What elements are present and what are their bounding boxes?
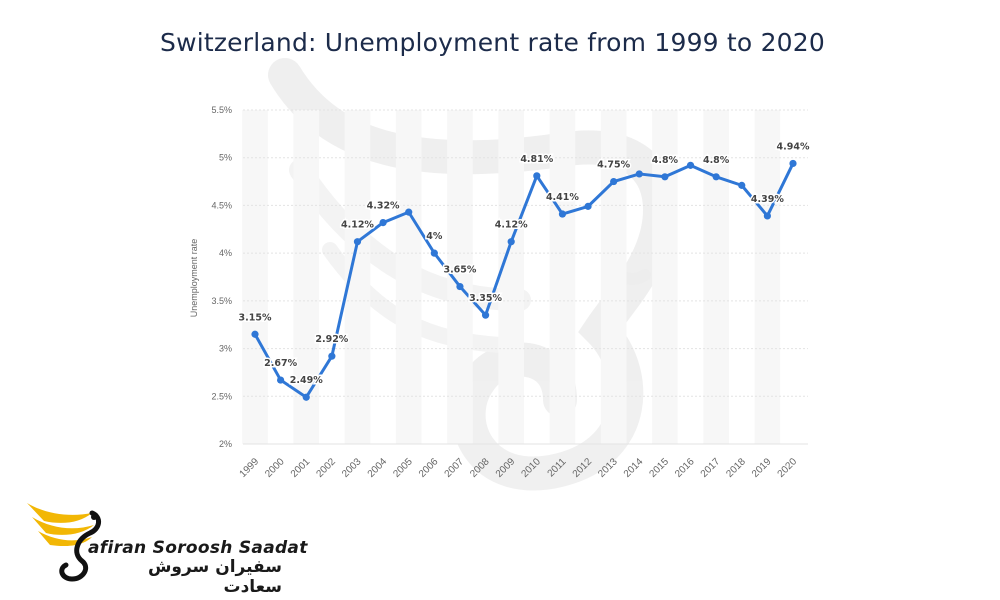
data-label: 4.8%: [652, 155, 679, 166]
x-tick-label: 2020: [776, 456, 800, 480]
chart-title: Switzerland: Unemployment rate from 1999…: [160, 28, 825, 57]
x-tick-label: 2016: [673, 456, 697, 480]
y-tick-label: 4%: [219, 248, 232, 258]
grid-band: [549, 110, 576, 444]
y-tick-label: 3%: [219, 344, 232, 354]
y-tick-label: 2.5%: [211, 391, 232, 401]
data-label: 4.12%: [495, 220, 528, 231]
data-point[interactable]: [584, 202, 592, 210]
grid-band: [498, 110, 524, 444]
data-label: 4.8%: [703, 155, 730, 166]
data-point[interactable]: [661, 173, 669, 181]
data-label: 4.75%: [597, 160, 630, 171]
data-label: 4%: [426, 231, 443, 242]
data-label: 4.41%: [546, 192, 579, 203]
x-tick-label: 2015: [648, 456, 672, 480]
data-point[interactable]: [712, 173, 720, 181]
logo-text-english: afiran Soroosh Saadat: [88, 538, 308, 558]
data-point[interactable]: [686, 161, 695, 169]
logo-text-persian: سفیران سروش سعادت: [147, 557, 282, 597]
x-tick-label: 2000: [263, 456, 287, 480]
y-axis-ticks: 2% 2.5% 3% 3.5% 4% 4.5% 5% 5.5%: [211, 105, 232, 449]
data-point[interactable]: [789, 159, 797, 168]
grid-band: [652, 110, 678, 444]
data-point[interactable]: [302, 393, 310, 401]
x-tick-label: 2001: [289, 456, 313, 480]
y-tick-label: 5.5%: [211, 105, 232, 115]
data-point[interactable]: [379, 219, 387, 227]
data-point[interactable]: [507, 238, 515, 246]
data-label: 3.15%: [239, 312, 272, 323]
data-point[interactable]: [738, 181, 746, 189]
data-label: 3.65%: [443, 265, 476, 276]
data-point[interactable]: [328, 352, 336, 360]
data-label: 4.12%: [341, 220, 374, 231]
series-line: [253, 162, 795, 399]
data-point[interactable]: [251, 330, 259, 338]
x-tick-label: 2005: [391, 456, 415, 480]
x-tick-label: 2019: [750, 456, 774, 480]
data-point[interactable]: [763, 212, 771, 220]
company-logo: [27, 503, 101, 582]
data-label: 2.92%: [315, 334, 348, 345]
y-tick-label: 4.5%: [211, 200, 232, 210]
grid-band: [703, 110, 729, 444]
data-point[interactable]: [635, 170, 643, 178]
data-label: 3.35%: [469, 293, 502, 304]
grid-band: [395, 110, 422, 444]
data-labels: 3.15% 2.67% 2.49% 2.92% 4.12% 4.32% 4% 3.65% 3.3…: [237, 140, 811, 388]
data-label: 4.94%: [777, 141, 810, 152]
x-tick-label: 2004: [366, 456, 390, 480]
data-point[interactable]: [533, 172, 541, 180]
data-label: 4.32%: [367, 201, 400, 212]
data-label: 2.67%: [264, 358, 297, 369]
data-point[interactable]: [430, 249, 438, 257]
grid-band: [600, 110, 627, 444]
data-point[interactable]: [558, 210, 567, 218]
data-point[interactable]: [277, 376, 285, 384]
x-tick-label: 1999: [238, 456, 262, 480]
data-point[interactable]: [481, 311, 490, 319]
grid-band: [754, 110, 781, 444]
x-tick-label: 2006: [417, 456, 441, 480]
data-point[interactable]: [405, 208, 413, 216]
x-tick-label: 2002: [314, 456, 338, 480]
data-point[interactable]: [353, 238, 362, 246]
y-tick-label: 3.5%: [211, 296, 232, 306]
x-tick-label: 2014: [622, 456, 646, 480]
x-tick-label: 2017: [699, 456, 723, 480]
data-point[interactable]: [610, 177, 618, 186]
data-point[interactable]: [456, 282, 464, 291]
x-tick-label: 2003: [340, 456, 364, 480]
data-points: [251, 159, 797, 401]
data-label: 2.49%: [290, 375, 323, 386]
data-label: 4.39%: [751, 194, 784, 205]
y-tick-label: 5%: [219, 153, 232, 163]
grid-band: [242, 110, 268, 444]
data-label: 4.81%: [520, 154, 553, 165]
grid-band: [293, 110, 320, 444]
x-tick-label: 2018: [724, 456, 748, 480]
y-tick-label: 2%: [219, 439, 232, 449]
x-tick-label: 2007: [443, 456, 467, 480]
y-axis-label: Unemployment rate: [189, 239, 199, 318]
